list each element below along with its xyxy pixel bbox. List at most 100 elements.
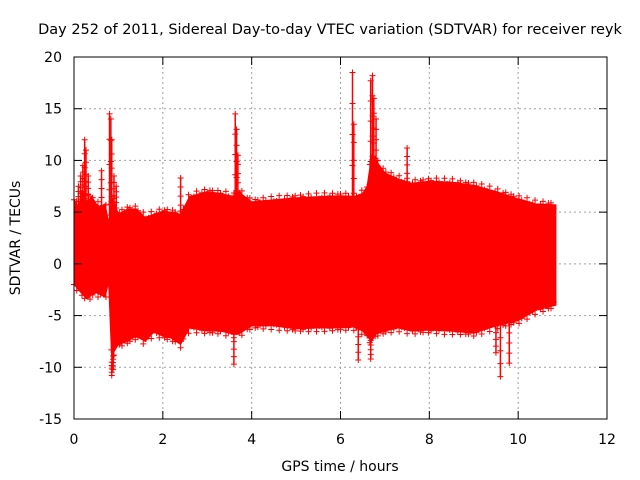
spike-point — [110, 366, 117, 373]
data-point — [446, 326, 453, 333]
data-point — [289, 326, 296, 333]
data-point — [118, 342, 125, 349]
y-tick-label: -15 — [39, 412, 62, 428]
data-point — [468, 185, 475, 192]
data-point — [305, 328, 312, 335]
x-tick-label: 0 — [70, 432, 79, 448]
data-point — [348, 321, 355, 328]
data-point — [318, 194, 325, 201]
data-point — [78, 292, 85, 299]
data-point — [532, 197, 539, 204]
data-point — [428, 177, 435, 184]
spike-point — [355, 326, 362, 333]
spike-point — [108, 136, 115, 143]
spike-point — [350, 157, 357, 164]
spike-point — [234, 179, 241, 186]
y-tick-label: -5 — [48, 309, 62, 325]
data-point — [513, 314, 520, 321]
data-point — [284, 192, 291, 199]
data-point — [318, 323, 325, 330]
data-point — [476, 186, 483, 193]
data-point — [145, 214, 152, 221]
data-point — [254, 197, 261, 203]
spike-point — [106, 110, 113, 117]
spike-point — [98, 194, 105, 201]
data-point — [292, 327, 299, 334]
data-point — [340, 321, 347, 328]
data-point — [94, 293, 101, 300]
spike-point — [350, 175, 357, 182]
data-point — [220, 194, 227, 201]
spike-point — [106, 212, 113, 219]
data-point — [340, 196, 347, 203]
data-point — [497, 193, 504, 200]
data-point — [305, 190, 312, 197]
data-point — [494, 185, 501, 192]
spike-point — [404, 153, 411, 160]
data-point — [89, 194, 96, 201]
data-point — [398, 324, 405, 331]
data-point — [249, 202, 256, 209]
data-point — [276, 327, 283, 334]
spike-point — [497, 321, 504, 328]
data-point — [172, 209, 179, 216]
spike-point — [230, 331, 237, 338]
y-tick-label: 5 — [53, 205, 62, 221]
data-point — [486, 328, 493, 335]
data-point — [377, 326, 384, 333]
spike-point — [234, 152, 241, 159]
spike-point — [230, 346, 237, 353]
spike-point — [350, 193, 357, 200]
spike-point — [370, 95, 377, 102]
data-point — [430, 324, 437, 331]
spike-point — [492, 322, 499, 329]
data-point — [540, 198, 547, 205]
spike-point — [369, 92, 376, 99]
data-point — [100, 290, 107, 297]
data-point — [345, 193, 352, 200]
data-point — [422, 323, 429, 330]
chart-title: Day 252 of 2011, Sidereal Day-to-day VTE… — [38, 22, 622, 38]
data-point — [177, 344, 184, 351]
data-point — [278, 321, 285, 328]
data-point — [286, 321, 293, 328]
data-point — [300, 326, 307, 333]
data-point — [390, 325, 397, 332]
data-point — [532, 311, 539, 318]
spike-point — [404, 178, 411, 185]
spike-point — [350, 139, 357, 146]
data-point — [150, 213, 157, 220]
data-point — [105, 277, 112, 284]
axis-ticks — [73, 56, 608, 420]
spike-point — [349, 162, 356, 169]
data-point — [412, 330, 419, 337]
data-point — [505, 316, 512, 323]
spike-point — [77, 196, 84, 203]
spike-point — [234, 170, 241, 177]
data-point — [126, 204, 133, 211]
data-point — [217, 190, 224, 197]
data-point — [393, 177, 400, 184]
data-point — [436, 326, 443, 333]
spike-point — [373, 116, 380, 123]
data-point — [385, 174, 392, 181]
data-point — [412, 176, 419, 183]
spike-point — [81, 150, 88, 157]
data-point — [454, 329, 461, 336]
data-point — [364, 332, 371, 339]
data-point — [526, 309, 533, 316]
data-point — [438, 325, 445, 332]
data-band — [73, 154, 557, 363]
data-point — [273, 321, 280, 328]
spike-point — [492, 329, 499, 336]
spike-point — [108, 165, 115, 172]
data-point — [406, 324, 413, 331]
data-point — [388, 169, 395, 176]
data-point — [246, 194, 253, 201]
data-point — [420, 329, 427, 336]
data-point — [188, 195, 195, 202]
data-point — [342, 190, 349, 197]
spike-point — [233, 174, 240, 181]
data-point — [516, 320, 523, 327]
data-point — [428, 327, 435, 334]
